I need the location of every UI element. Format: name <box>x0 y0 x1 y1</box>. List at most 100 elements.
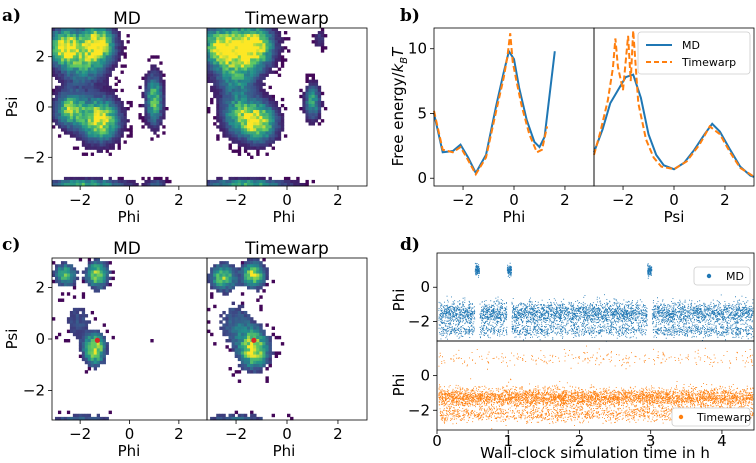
heatmap-cell <box>256 335 260 340</box>
heatmap-cell <box>90 270 95 274</box>
heatmap-cell <box>253 85 257 90</box>
heatmap-cell <box>271 43 275 47</box>
heatmap-cell <box>75 176 80 181</box>
heatmap-cell <box>114 43 118 47</box>
heatmap-cell <box>228 137 232 141</box>
heatmap-cell <box>250 122 254 126</box>
heatmap-cell <box>84 76 89 80</box>
heatmap-cell <box>302 182 306 187</box>
heatmap-cell <box>93 282 98 287</box>
heatmap-cell <box>63 270 68 274</box>
heatmap-cell <box>90 279 95 284</box>
heatmap-cell <box>90 134 95 138</box>
heatmap-cell <box>69 314 74 318</box>
heatmap-cell <box>268 339 272 343</box>
heatmap-cell <box>96 116 100 120</box>
heatmap-cell <box>274 58 279 62</box>
heatmap-cell <box>72 131 77 135</box>
heatmap-cell <box>250 97 254 102</box>
heatmap-cell <box>240 31 245 35</box>
heatmap-cell <box>63 73 68 77</box>
heatmap-cell <box>105 282 109 287</box>
heatmap-cell <box>90 64 95 68</box>
heatmap-cell <box>111 40 115 44</box>
heatmap-cell <box>234 49 239 53</box>
heatmap-cell <box>96 79 100 83</box>
heatmap-cell <box>216 276 220 281</box>
heatmap-cell <box>162 116 166 120</box>
heatmap-cell <box>222 52 226 56</box>
heatmap-cell <box>87 357 92 362</box>
heatmap-cell <box>90 113 95 117</box>
heatmap-cell <box>256 134 260 138</box>
heatmap-cell <box>114 110 118 114</box>
heatmap-cell <box>114 182 118 187</box>
heatmap-cell <box>90 329 95 334</box>
heatmap-cell <box>75 67 80 71</box>
heatmap-cell <box>323 46 328 50</box>
heatmap-cell <box>253 326 257 330</box>
heatmap-cell <box>72 317 77 321</box>
heatmap-cell <box>237 125 242 129</box>
heatmap-cell <box>75 332 80 337</box>
heatmap-cell <box>210 58 214 62</box>
heatmap-cell <box>66 131 71 135</box>
heatmap-cell <box>147 58 151 62</box>
heatmap-cell <box>256 76 260 80</box>
heatmap-cell <box>57 28 62 32</box>
heatmap-cell <box>237 314 242 318</box>
heatmap-cell <box>78 416 83 421</box>
heatmap-cell <box>117 131 121 135</box>
heatmap-cell <box>147 119 151 123</box>
heatmap-cell <box>144 91 148 96</box>
heatmap-cell <box>234 273 239 277</box>
heatmap-cell <box>228 128 232 132</box>
heatmap-cell <box>308 116 312 120</box>
heatmap-cell <box>308 113 312 117</box>
heatmap-cell <box>225 119 229 123</box>
heatmap-cell <box>66 125 71 129</box>
heatmap-cell <box>108 58 112 62</box>
heatmap-cell <box>237 179 242 184</box>
heatmap-cell <box>225 292 229 296</box>
heatmap-cell <box>280 182 285 187</box>
heatmap-cell <box>102 119 106 123</box>
heatmap-cell <box>81 70 86 74</box>
heatmap-cell <box>228 49 232 53</box>
heatmap-cell <box>66 279 71 284</box>
heatmap-cell <box>147 122 151 126</box>
heatmap-cell <box>57 79 62 83</box>
heatmap-cell <box>57 85 62 90</box>
heatmap-cell <box>159 76 163 80</box>
heatmap-cell <box>126 119 130 123</box>
heatmap-a-md: MD Phi Psi −2 0 2−202 <box>3 9 208 226</box>
heatmap-cell <box>111 34 115 38</box>
heatmap-cell <box>253 61 257 65</box>
heatmap-cell <box>231 55 235 59</box>
heatmap-cell <box>222 46 226 50</box>
heatmap-cell <box>150 64 154 68</box>
heatmap-cell <box>243 46 248 50</box>
heatmap-cell <box>159 107 163 111</box>
heatmap-cell <box>144 116 148 120</box>
heatmap-cell <box>153 79 157 83</box>
heatmap-cell <box>84 82 89 87</box>
heatmap-cell <box>108 40 112 44</box>
heatmap-cell <box>231 416 235 421</box>
heatmap-cell <box>75 134 80 138</box>
heatmap-cell <box>268 182 272 187</box>
heatmap-cell <box>259 110 263 114</box>
heatmap-cell <box>96 107 100 111</box>
heatmap-cell <box>308 100 312 105</box>
heatmap-cell <box>117 179 121 184</box>
heatmap-cell <box>243 176 248 181</box>
heatmap-cell <box>234 348 239 352</box>
heatmap-cell <box>271 179 275 184</box>
heatmap-cell <box>156 91 160 96</box>
heatmap-cell <box>114 179 118 184</box>
heatmap-cell <box>84 46 89 50</box>
heatmap-cell <box>78 335 83 340</box>
heatmap-cell <box>283 107 288 111</box>
heatmap-cell <box>90 176 95 181</box>
heatmap-cell <box>234 282 239 287</box>
